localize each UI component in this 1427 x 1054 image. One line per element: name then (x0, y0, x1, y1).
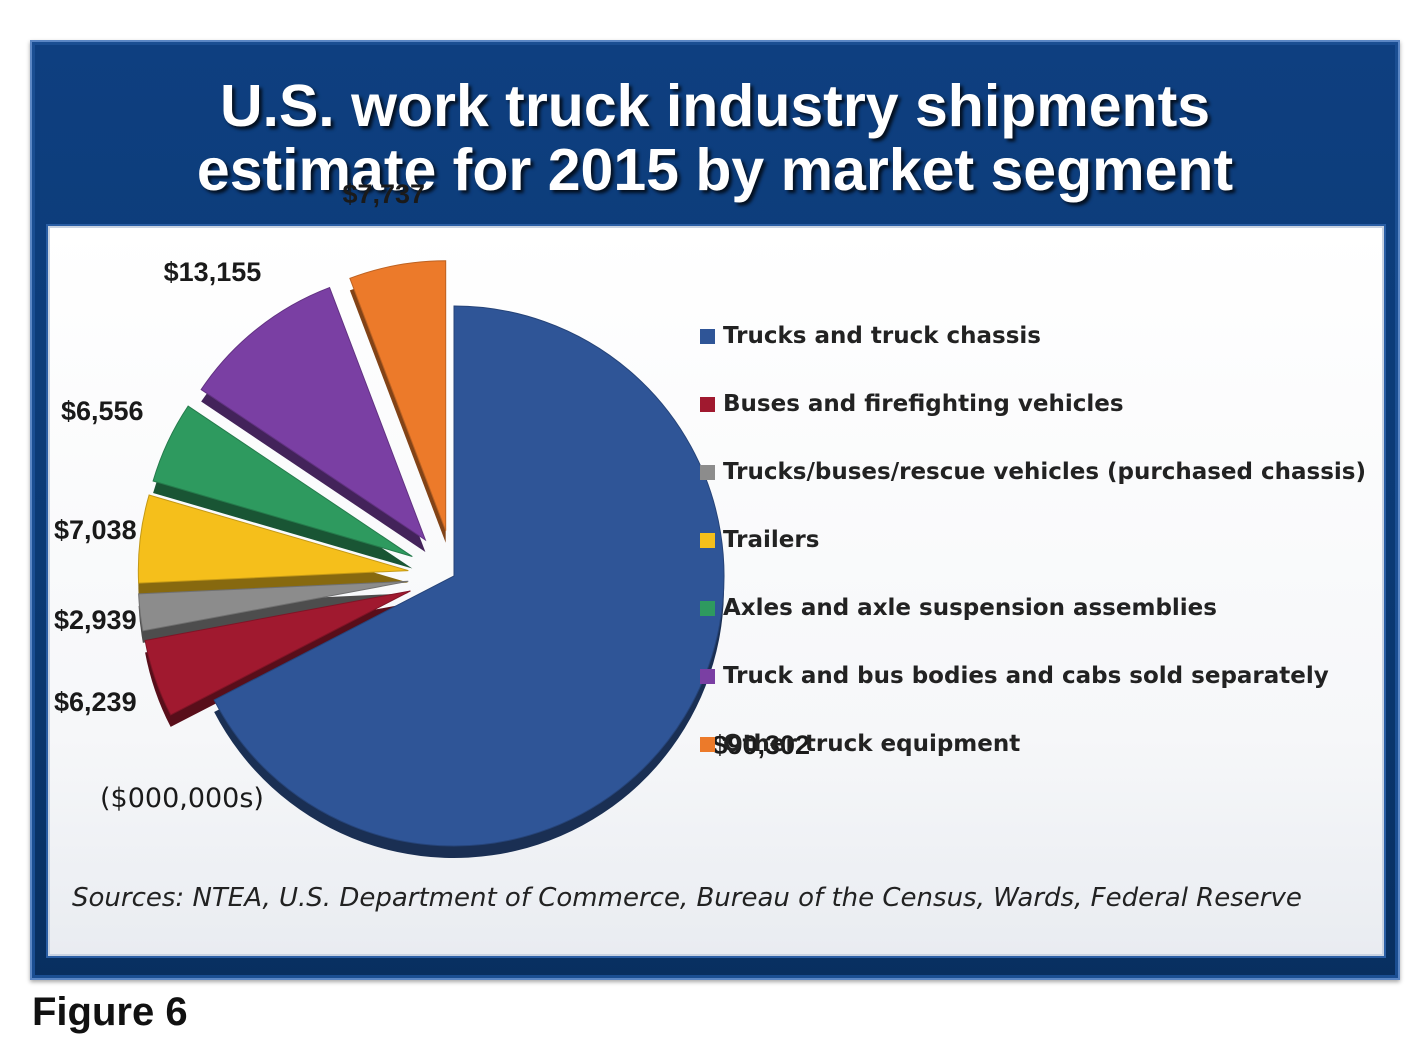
chart-title-line-1: U.S. work truck industry shipments (219, 73, 1211, 139)
legend-label: Other truck equipment (723, 731, 1021, 757)
figure-label: Figure 6 (32, 990, 188, 1034)
slice-value-label-5: $13,155 (163, 256, 262, 287)
legend-swatch (700, 736, 715, 752)
legend-item: Other truck equipment (700, 710, 1366, 778)
slice-value-label-0: $90,302 (712, 729, 811, 760)
slice-value-label-3: $7,038 (54, 514, 137, 545)
chart-title-line-2: estimate for 2015 by market segment (196, 137, 1234, 203)
legend-label: Buses and firefighting vehicles (723, 391, 1124, 417)
legend-item: Trucks/buses/rescue vehicles (purchased … (700, 438, 1366, 506)
legend-item: Truck and bus bodies and cabs sold separ… (700, 642, 1366, 710)
legend-item: Trailers (700, 506, 1366, 574)
figure-frame: U.S. work truck industry shipments estim… (30, 40, 1400, 980)
legend-item: Trucks and truck chassis (700, 302, 1366, 370)
chart-title: U.S. work truck industry shipments estim… (30, 74, 1400, 202)
sources-note: Sources: NTEA, U.S. Department of Commer… (72, 883, 1302, 913)
slice-value-label-4: $6,556 (60, 396, 144, 427)
legend-item: Buses and firefighting vehicles (700, 370, 1366, 438)
legend-swatch (700, 396, 715, 412)
legend-swatch (700, 532, 715, 548)
legend-item: Axles and axle suspension assemblies (700, 574, 1366, 642)
pie-slice-0 (213, 305, 725, 847)
legend-label: Axles and axle suspension assemblies (723, 595, 1217, 621)
unit-note: ($000,000s) (100, 783, 264, 814)
legend-label: Trailers (723, 527, 820, 553)
legend-label: Trucks and truck chassis (723, 323, 1042, 349)
chart-panel: $90,302 $6,239 $2,939 $7,038 $6,556 $13,155 $7… (48, 179, 1384, 956)
legend-swatch (700, 668, 715, 684)
pie-slice-6 (349, 260, 447, 531)
legend-label: Trucks/buses/rescue vehicles (purchased … (723, 459, 1367, 485)
pie-chart (137, 260, 725, 858)
legend-swatch (700, 464, 715, 480)
legend-swatch (700, 328, 715, 344)
pie-slice-4 (152, 405, 413, 558)
pie-slice-1 (144, 590, 411, 716)
legend-swatch (700, 600, 715, 616)
slice-value-label-1: $6,239 (54, 686, 137, 717)
legend: Trucks and truck chassis Buses and firefi… (700, 302, 1366, 778)
legend-label: Truck and bus bodies and cabs sold separ… (723, 663, 1329, 689)
slice-value-label-2: $2,939 (54, 605, 137, 636)
pie-slice-2 (138, 580, 409, 632)
pie-slice-5 (200, 286, 427, 542)
pie-slice-3 (137, 494, 409, 584)
slice-value-label-6: $7,737 (342, 178, 426, 209)
